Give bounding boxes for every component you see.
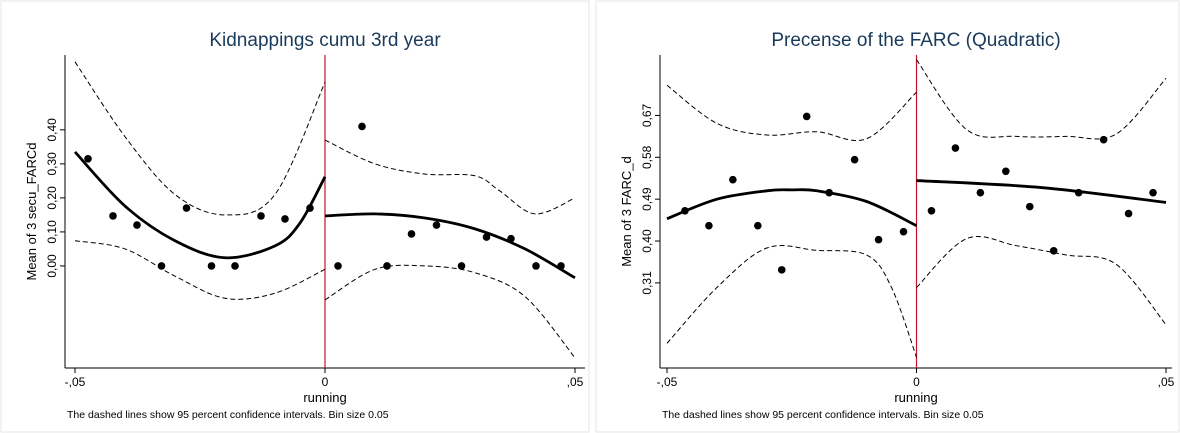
bin-point <box>133 221 141 229</box>
fit-line <box>73 151 327 260</box>
chart-title: Kidnappings cumu 3rd year <box>209 30 441 51</box>
bin-point <box>507 234 515 243</box>
chart-title: Precense of the FARC (Quadratic) <box>771 30 1060 51</box>
bin-point <box>207 262 216 270</box>
bin-point <box>231 262 239 270</box>
bin-point <box>557 262 565 270</box>
y-tick-label: 0,40 <box>45 118 59 142</box>
y-tick-label: 0,00 <box>45 254 59 278</box>
fit-line <box>324 212 576 280</box>
bin-point <box>109 212 117 220</box>
bin-point <box>306 204 314 212</box>
panel-frame <box>0 0 590 433</box>
bin-point <box>84 154 92 163</box>
bin-point <box>281 215 289 223</box>
bin-point <box>899 227 908 236</box>
y-tick-label: 0,30 <box>45 152 59 176</box>
y-tick-label: 0,10 <box>45 220 59 244</box>
confidence-band <box>666 84 917 141</box>
bin-point <box>874 235 883 244</box>
bin-point <box>976 188 985 197</box>
bin-point <box>1124 209 1133 218</box>
x-tick-label: 0 <box>913 375 920 389</box>
x-tick-label: ,05 <box>567 375 584 389</box>
bin-point <box>182 204 191 212</box>
bin-point <box>754 221 762 230</box>
bin-point <box>407 230 416 238</box>
y-tick-label: 0,49 <box>640 187 654 211</box>
bin-point <box>927 207 936 215</box>
confidence-band <box>324 139 576 215</box>
bin-point <box>1002 167 1010 176</box>
bin-point <box>825 188 833 197</box>
bin-point <box>681 207 689 215</box>
bin-point <box>334 262 342 270</box>
bin-point <box>358 122 366 131</box>
x-axis-label: running <box>894 390 937 405</box>
y-tick-label: 0,58 <box>640 145 654 169</box>
y-axis-label: Mean of 3 secu_FARCd <box>24 142 39 280</box>
y-tick-label: 0,20 <box>45 186 59 210</box>
y-axis-label: Mean of 3 FARC_d <box>619 156 634 267</box>
bin-point <box>705 221 713 230</box>
x-tick-label: -,05 <box>65 375 86 389</box>
bin-point <box>1149 188 1157 197</box>
x-axis-label: running <box>303 390 346 405</box>
note: The dashed lines show 95 percent confide… <box>662 409 984 421</box>
x-tick-label: 0 <box>322 375 329 389</box>
bin-point <box>432 221 441 229</box>
confidence-band <box>74 240 326 300</box>
fit-line <box>916 179 1167 204</box>
y-tick-label: 0,31 <box>640 271 654 295</box>
fit-line <box>666 188 918 227</box>
note: The dashed lines show 95 percent confide… <box>67 409 389 421</box>
bin-point <box>1074 188 1083 197</box>
bin-point <box>802 112 811 121</box>
bin-point <box>257 212 265 220</box>
panel-frame <box>595 0 1180 433</box>
confidence-band <box>916 235 1167 326</box>
x-tick-label: ,05 <box>1158 375 1175 389</box>
bin-point <box>157 262 166 270</box>
y-tick-label: 0,67 <box>640 103 654 127</box>
bin-point <box>951 144 960 152</box>
bin-point <box>729 175 737 184</box>
bin-point <box>1099 135 1108 144</box>
confidence-band <box>666 245 917 358</box>
bin-point <box>1049 246 1058 255</box>
bin-point <box>457 262 466 270</box>
bin-point <box>383 262 391 270</box>
bin-point <box>850 155 859 164</box>
bin-point <box>482 233 491 241</box>
confidence-band <box>74 61 326 216</box>
bin-point <box>532 262 540 270</box>
bin-point <box>1025 202 1034 211</box>
bin-point <box>777 266 786 274</box>
y-tick-label: 0,40 <box>640 229 654 253</box>
x-tick-label: -,05 <box>657 375 678 389</box>
confidence-band <box>324 264 576 359</box>
confidence-band <box>916 59 1167 140</box>
